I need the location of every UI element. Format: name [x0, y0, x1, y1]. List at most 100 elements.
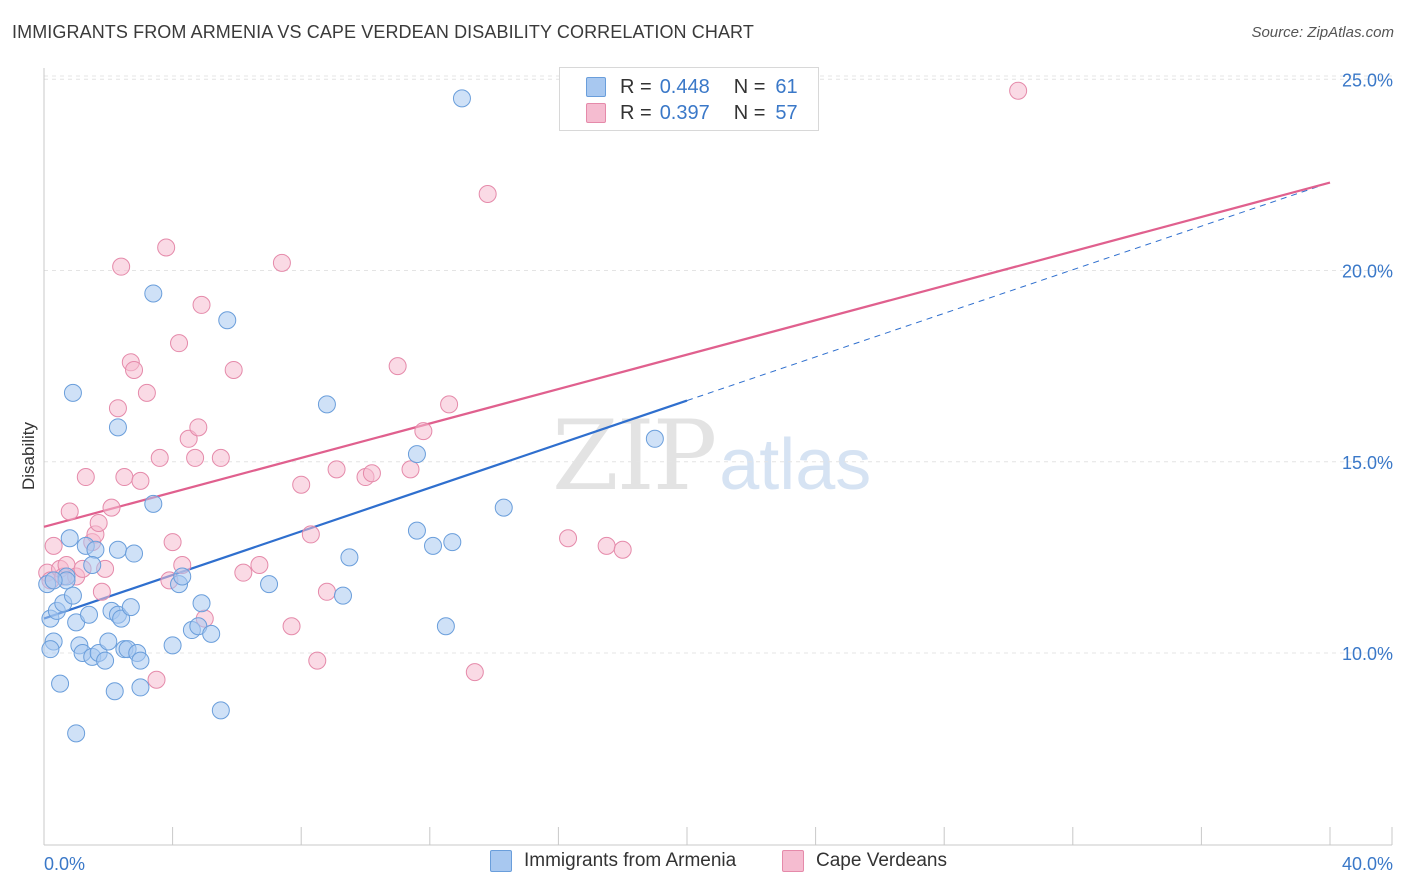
cape-verdean-point	[234, 563, 253, 582]
legend-swatch-pink	[586, 103, 606, 123]
armenia-trend-extension	[686, 182, 1331, 402]
cape-verdean-point	[60, 502, 79, 521]
armenia-point	[317, 395, 336, 414]
cape-verdean-point	[89, 513, 108, 532]
cape-verdean-point	[115, 468, 134, 487]
cape-verdean-point	[292, 475, 311, 494]
armenia-point	[407, 445, 426, 464]
legend-r-value: 0.397	[659, 101, 710, 124]
y-tick-label: 15.0%	[1342, 453, 1393, 473]
armenia-point	[192, 594, 211, 613]
legend-n-value: 61	[775, 75, 798, 98]
x-tick-label: 40.0%	[1342, 854, 1393, 874]
armenia-point	[202, 624, 221, 643]
cape-verdean-point	[388, 357, 407, 376]
cape-verdean-point	[44, 536, 63, 555]
legend-n-label: N =	[733, 75, 766, 98]
bottom-legend-label: Immigrants from Armenia	[524, 850, 737, 871]
legend-r-value: 0.448	[659, 75, 710, 98]
legend-swatch-blue	[586, 77, 606, 97]
bottom-legend-cape-verdeans: Cape Verdeans	[782, 850, 947, 872]
y-tick-label: 20.0%	[1342, 262, 1393, 282]
armenia-point	[131, 678, 150, 697]
cape-verdean-point	[597, 536, 616, 555]
cape-verdean-point	[147, 670, 166, 689]
axes	[43, 68, 1393, 846]
cape-verdean-point	[179, 429, 198, 448]
cape-verdean-point	[92, 582, 111, 601]
legend-n-label: N =	[733, 101, 766, 124]
armenia-point	[60, 529, 79, 548]
armenia-point	[51, 674, 70, 693]
cape-verdean-point	[192, 295, 211, 314]
armenia-point	[83, 556, 102, 575]
armenia-point	[105, 682, 124, 701]
cape-verdean-point	[131, 471, 150, 490]
armenia-point	[494, 498, 513, 517]
bottom-legend-swatch-pink	[782, 850, 804, 872]
cape-verdean-point	[108, 399, 127, 418]
armenia-point	[63, 586, 82, 605]
armenia-point	[452, 89, 471, 108]
bottom-legend-armenia: Immigrants from Armenia	[490, 850, 736, 872]
cape-verdean-point	[157, 238, 176, 257]
armenia-point	[80, 605, 99, 624]
armenia-point	[173, 567, 192, 586]
tick-labels: 10.0% 15.0% 20.0% 25.0% 0.0% 40.0% Disability	[19, 70, 1393, 874]
legend-r-label: R =	[620, 75, 652, 98]
armenia-point	[121, 598, 140, 617]
armenia-point	[163, 636, 182, 655]
cape-verdean-point	[76, 468, 95, 487]
cape-verdean-point	[478, 185, 497, 203]
chart-title: IMMIGRANTS FROM ARMENIA VS CAPE VERDEAN …	[12, 22, 754, 42]
cape-verdean-point	[137, 383, 156, 402]
armenia-point	[125, 544, 144, 563]
legend-row-cape-verdeans: R = 0.397 N = 57	[586, 100, 798, 126]
cape-verdean-point	[362, 464, 381, 483]
cape-verdean-point	[317, 582, 336, 601]
trend-lines	[43, 181, 1331, 620]
armenia-point	[86, 540, 105, 559]
armenia-point	[144, 494, 163, 513]
armenia-point	[63, 383, 82, 402]
cape-verdean-point	[401, 460, 420, 479]
cape-verdean-point	[440, 395, 459, 414]
cape-verdean-point	[272, 253, 291, 272]
legend-row-armenia: R = 0.448 N = 61	[586, 74, 798, 100]
armenia-point	[407, 521, 426, 540]
legend-r-label: R =	[620, 101, 652, 124]
cape-verdean-point	[150, 448, 169, 467]
cape-verdean-point	[211, 448, 230, 467]
cape-verdean-point	[224, 360, 243, 379]
x-tick-label: 0.0%	[44, 854, 85, 874]
armenia-point	[218, 311, 237, 330]
cape-verdean-point	[163, 533, 182, 552]
armenia-point	[96, 651, 115, 670]
bottom-legend-swatch-blue	[490, 850, 512, 872]
armenia-point	[443, 533, 462, 552]
armenia-point	[131, 651, 150, 670]
armenia-point	[41, 640, 60, 659]
cape-verdean-point	[414, 422, 433, 441]
armenia-point	[436, 617, 455, 636]
cape-verdean-point	[308, 651, 327, 670]
cape-verdean-point	[1009, 81, 1028, 100]
armenia-point	[424, 536, 443, 555]
cape-verdean-point	[559, 529, 578, 548]
armenia-point	[645, 429, 664, 448]
cape-verdean-point	[186, 448, 205, 467]
cape-verdean-point	[170, 334, 189, 353]
cape-verdean-point	[189, 418, 208, 437]
y-tick-label: 10.0%	[1342, 644, 1393, 664]
cape-verdean-point	[282, 617, 301, 636]
armenia-point	[260, 575, 279, 594]
watermark-atlas: atlas	[719, 425, 872, 505]
armenia-point	[67, 724, 86, 743]
bottom-legend-label: Cape Verdeans	[816, 850, 947, 871]
cape-verdean-point	[301, 525, 320, 544]
armenia-point	[108, 418, 127, 437]
cape-verdean-trend-line	[43, 181, 1331, 528]
armenia-point	[333, 586, 352, 605]
armenia-point	[44, 571, 63, 590]
